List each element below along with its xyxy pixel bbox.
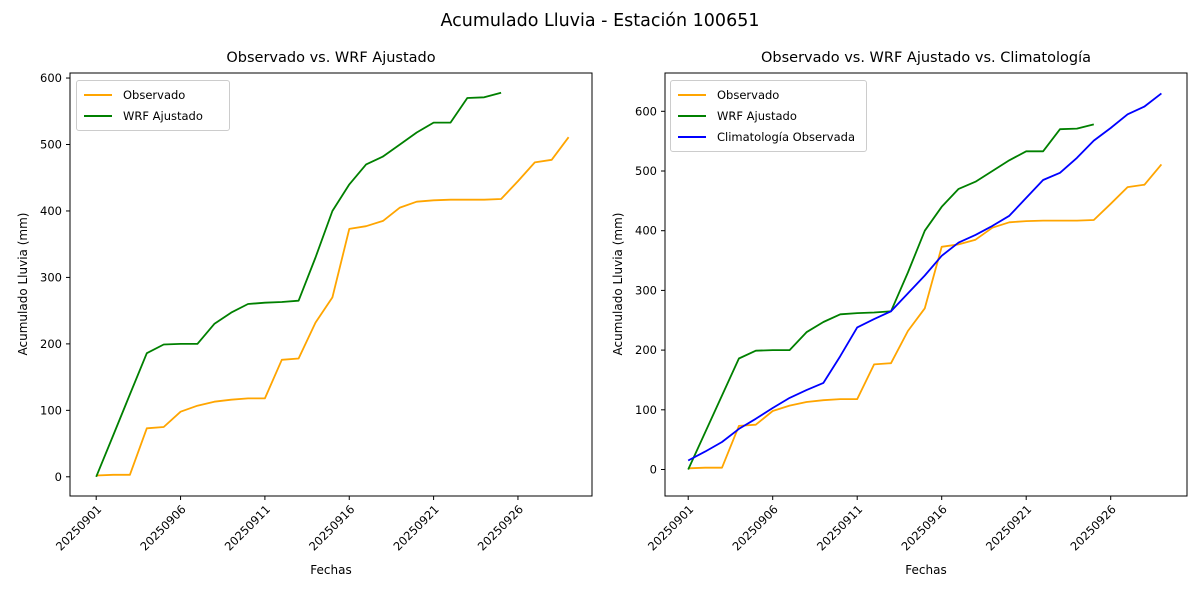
observado-line-swatch [84, 94, 112, 96]
y-tick-label: 100 [635, 403, 657, 417]
legend-entry-wrf-ajustado: WRF Ajustado [678, 109, 856, 123]
legend-label: Observado [123, 88, 186, 102]
right-y-axis-label: Acumulado Lluvia (mm) [611, 212, 625, 356]
y-tick-label: 400 [635, 224, 657, 238]
left-x-axis-label: Fechas [310, 563, 352, 577]
climatologia-line-swatch [678, 136, 706, 138]
y-tick-label: 0 [55, 470, 62, 484]
right-chart-title: Observado vs. WRF Ajustado vs. Climatolo… [761, 50, 1091, 66]
y-tick-label: 300 [40, 270, 62, 284]
y-tick-label: 0 [650, 463, 657, 477]
x-tick-label: 20250911 [814, 502, 865, 553]
right-chart-legend: Observado WRF Ajustado Climatología Obse… [670, 80, 867, 152]
observado-line-right [688, 163, 1163, 470]
right-x-axis-label: Fechas [905, 563, 947, 577]
y-tick-label: 300 [635, 283, 657, 297]
left-axes-frame [69, 72, 593, 497]
observado-line-left [96, 136, 570, 477]
wrf-ajustado-line-right [687, 123, 1095, 470]
observado-line-swatch [678, 94, 706, 96]
wrf-ajustado-line-swatch [678, 115, 706, 117]
x-tick-label: 20250906 [730, 502, 781, 553]
x-tick-label: 20250911 [222, 502, 273, 553]
right-axes-frame [664, 72, 1188, 497]
climatolog-a-observada-line-right [687, 92, 1162, 462]
legend-label: Observado [717, 88, 780, 102]
y-tick-label: 400 [40, 204, 62, 218]
x-tick-label: 20250921 [390, 502, 441, 553]
legend-label: Climatología Observada [717, 130, 855, 144]
x-tick-label: 20250901 [645, 502, 696, 553]
y-tick-label: 600 [40, 71, 62, 85]
legend-entry-observado: Observado [678, 88, 856, 102]
left-y-axis-label: Acumulado Lluvia (mm) [16, 212, 30, 356]
left-chart-axes: 0 100 200 300 400 500 600 20250901 20250906 20250… [40, 71, 593, 554]
wrf-ajustado-line-swatch [84, 115, 112, 117]
legend-entry-wrf-ajustado: WRF Ajustado [84, 109, 219, 123]
legend-entry-climatologia: Climatología Observada [678, 130, 856, 144]
legend-label: WRF Ajustado [717, 109, 797, 123]
x-tick-label: 20250926 [1068, 502, 1119, 553]
x-tick-label: 20250926 [475, 502, 526, 553]
y-tick-label: 600 [635, 104, 657, 118]
y-tick-label: 200 [635, 343, 657, 357]
y-tick-label: 100 [40, 403, 62, 417]
wrf-ajustado-line-left [95, 91, 502, 478]
x-tick-label: 20250906 [137, 502, 188, 553]
y-tick-label: 500 [635, 164, 657, 178]
x-tick-label: 20250901 [53, 502, 104, 553]
y-tick-label: 500 [40, 138, 62, 152]
x-tick-label: 20250916 [899, 502, 950, 553]
x-tick-label: 20250921 [983, 502, 1034, 553]
left-chart-legend: Observado WRF Ajustado [76, 80, 230, 131]
left-chart-title: Observado vs. WRF Ajustado [226, 50, 436, 66]
y-tick-label: 200 [40, 337, 62, 351]
legend-label: WRF Ajustado [123, 109, 203, 123]
legend-entry-observado: Observado [84, 88, 219, 102]
x-tick-label: 20250916 [306, 502, 357, 553]
figure-title: Acumulado Lluvia - Estación 100651 [440, 11, 760, 31]
